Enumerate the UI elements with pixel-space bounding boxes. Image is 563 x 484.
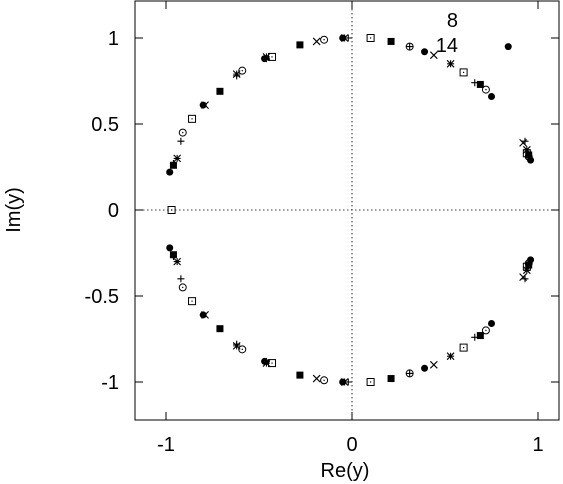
series-open-square [167, 34, 531, 386]
data-point-asterisk [446, 352, 455, 361]
data-point-filled-circle [421, 364, 429, 372]
x-tick-label: -1 [157, 434, 175, 456]
data-point-open-square [167, 206, 176, 214]
series-filled-circle [166, 34, 535, 386]
data-point-open-square [188, 297, 197, 306]
legend: 814 [436, 10, 458, 57]
data-point-filled-circle [199, 311, 207, 319]
data-point-open-square [366, 34, 375, 42]
data-point-open-circle [178, 128, 187, 137]
data-point-open-circle [405, 42, 414, 51]
data-point-filled-circle [421, 48, 429, 56]
series-x [201, 37, 528, 383]
data-point-filled-circle [261, 55, 269, 63]
x-tick-label: 1 [532, 434, 543, 456]
data-point-x [429, 360, 438, 369]
y-tick-label: 0 [108, 200, 119, 222]
data-point-asterisk [446, 59, 455, 68]
data-point-open-circle [320, 35, 329, 44]
axis-ticks [135, 1, 559, 420]
series-filled-square [169, 37, 533, 383]
data-point-open-square [459, 68, 468, 77]
data-point-x [429, 51, 438, 60]
y-tick-label: -1 [101, 372, 119, 394]
data-point-open-circle [238, 345, 247, 354]
data-point-filled-circle [488, 92, 495, 100]
y-tick-label: 1 [108, 28, 119, 50]
data-point-x [519, 139, 528, 147]
data-point-filled-square [296, 41, 304, 49]
data-point-filled-circle [261, 357, 269, 365]
data-point-filled-circle [339, 34, 347, 42]
data-point-filled-square [296, 371, 304, 379]
plot-frame [134, 0, 560, 421]
data-point-open-circle [320, 376, 329, 385]
x-tick-label: 0 [346, 434, 357, 456]
data-point-filled-circle [527, 156, 535, 164]
y-tick-label: 0.5 [91, 114, 119, 136]
data-point-filled-circle [166, 244, 174, 252]
data-point-asterisk [232, 70, 241, 79]
legend-label: 8 [447, 10, 458, 32]
data-point-filled-circle [488, 320, 495, 328]
data-point-x [519, 273, 528, 281]
data-point-open-circle [481, 326, 490, 335]
data-point-open-square [268, 52, 277, 61]
data-point-open-square [459, 343, 468, 352]
data-point-filled-circle [166, 168, 174, 176]
y-tick-label: -0.5 [85, 286, 119, 308]
data-point-filled-square [525, 261, 533, 269]
data-point-filled-circle [504, 43, 512, 51]
data-point-filled-square [387, 375, 395, 383]
data-point-open-circle [481, 85, 490, 94]
data-point-plus [177, 275, 185, 283]
data-point-filled-circle [527, 256, 535, 264]
data-point-filled-square [216, 87, 224, 95]
data-point-asterisk [173, 257, 182, 266]
data-point-open-square [188, 114, 197, 123]
data-markers [166, 34, 535, 386]
data-point-asterisk [232, 341, 241, 350]
data-point-open-square [366, 378, 375, 386]
data-point-asterisk [173, 154, 182, 163]
data-point-x [312, 37, 321, 46]
data-point-open-circle [178, 283, 187, 292]
data-point-plus [177, 137, 185, 145]
data-point-filled-square [169, 161, 177, 169]
tick-labels: -1 0 1 -1 -0.5 0 0.5 1 [85, 28, 544, 456]
data-point-filled-square [387, 37, 395, 45]
data-point-filled-square [476, 80, 484, 88]
data-point-open-circle [238, 66, 247, 75]
data-point-x [312, 374, 321, 383]
data-point-filled-circle [339, 378, 347, 386]
data-point-filled-square [525, 151, 533, 159]
data-point-filled-square [216, 325, 224, 333]
data-point-open-circle [405, 369, 414, 378]
y-axis-label: Im(y) [3, 187, 25, 233]
legend-label: 14 [436, 35, 458, 57]
data-point-filled-circle [199, 101, 207, 109]
data-point-open-square [268, 359, 277, 368]
data-point-filled-square [476, 332, 484, 340]
data-point-filled-square [169, 251, 177, 259]
x-axis-label: Re(y) [321, 460, 370, 482]
